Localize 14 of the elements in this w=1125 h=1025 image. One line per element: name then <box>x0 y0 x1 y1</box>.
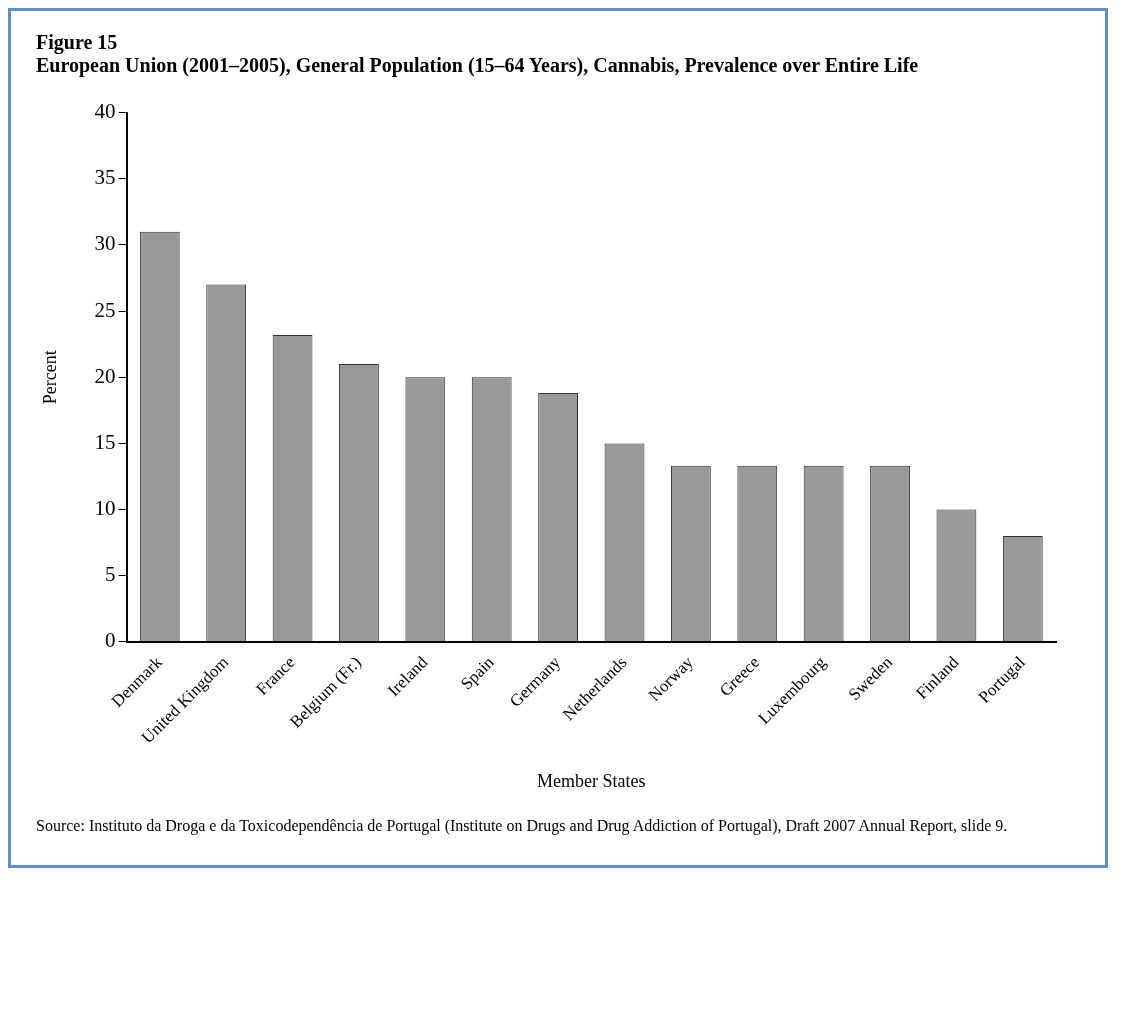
y-tick-label: 40 <box>94 99 116 124</box>
y-tick-label: 15 <box>94 429 116 454</box>
y-tick-label: 5 <box>105 562 116 587</box>
y-tick-label: 10 <box>94 496 116 521</box>
y-tick-label: 0 <box>105 628 116 653</box>
y-tick-label: 35 <box>94 165 116 190</box>
chart-subtitle: European Union (2001–2005), General Population (15–64 Years), Cannabis, Prevalence over Entire Life <box>36 54 920 77</box>
y-axis-title: Percent <box>39 350 60 405</box>
source-note: Source: Instituto da Droga e da Toxicodependência de Portugal (Institute on Drugs and Drug Addiction of Portugal), Draft 2007 Annual Report, slide 9. <box>36 817 1009 835</box>
y-tick-label: 30 <box>94 231 116 256</box>
chart-title: Figure 15 <box>36 31 119 54</box>
x-axis-title: Member States <box>537 770 646 791</box>
y-tick-label: 20 <box>94 363 116 388</box>
y-tick-label: 25 <box>94 297 116 322</box>
